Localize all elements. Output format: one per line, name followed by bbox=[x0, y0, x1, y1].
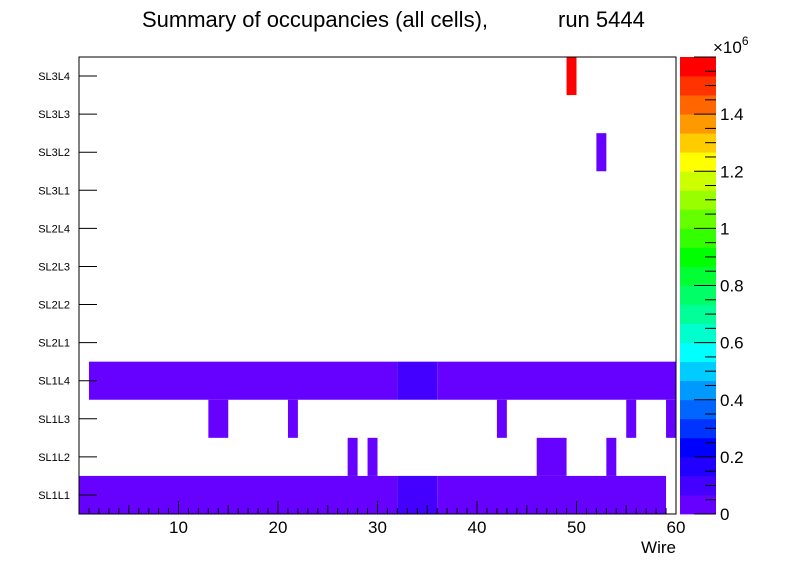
color-scale-band bbox=[680, 247, 716, 267]
z-tick-label: 1.2 bbox=[720, 162, 744, 181]
y-tick-label: SL3L3 bbox=[38, 109, 70, 121]
color-scale-multiplier-power: 6 bbox=[742, 34, 749, 48]
color-scale-band bbox=[680, 475, 716, 496]
color-scale-band bbox=[680, 171, 716, 191]
y-tick-label: SL2L2 bbox=[38, 300, 70, 312]
heatmap-cells bbox=[79, 57, 676, 514]
heatmap-cell bbox=[88, 361, 398, 400]
color-scale-band bbox=[680, 266, 716, 286]
heatmap-cell bbox=[596, 133, 607, 172]
color-scale-band bbox=[680, 304, 716, 324]
z-tick-label: 0.6 bbox=[720, 334, 744, 353]
y-tick-label: SL1L2 bbox=[38, 452, 70, 464]
y-tick-label: SL1L3 bbox=[38, 414, 70, 426]
y-tick-label: SL2L3 bbox=[38, 261, 70, 273]
color-scale-band bbox=[680, 228, 716, 248]
x-tick-label: 30 bbox=[368, 518, 387, 537]
y-tick-label: SL1L4 bbox=[38, 376, 70, 388]
color-scale-band bbox=[680, 152, 716, 172]
z-tick-label: 1 bbox=[720, 219, 729, 238]
color-scale-band bbox=[680, 418, 716, 439]
x-tick-label: 60 bbox=[667, 518, 686, 537]
x-axis-title: Wire bbox=[641, 538, 676, 557]
color-scale-band bbox=[680, 456, 716, 477]
y-tick-label: SL2L1 bbox=[38, 338, 70, 350]
x-tick-label: 20 bbox=[269, 518, 288, 537]
color-scale-multiplier: ×106 bbox=[713, 34, 749, 57]
chart-title: Summary of occupancies (all cells), bbox=[142, 7, 488, 32]
z-tick-label: 0.4 bbox=[720, 391, 744, 410]
color-scale-band bbox=[680, 190, 716, 210]
color-scale-axis: 0 0.2 0.4 0.6 0.8 1 1.2 1.4 bbox=[694, 56, 744, 524]
heatmap-cell bbox=[79, 475, 398, 514]
z-tick-label: 0.2 bbox=[720, 448, 744, 467]
chart-subtitle: run 5444 bbox=[558, 7, 645, 32]
x-axis: 10 20 30 40 50 60 bbox=[88, 501, 686, 537]
heatmap-cell bbox=[367, 437, 378, 476]
heatmap-cell bbox=[626, 399, 637, 438]
heatmap-cell bbox=[536, 437, 567, 476]
heatmap-cell bbox=[566, 57, 577, 96]
color-scale-band bbox=[680, 361, 716, 382]
color-scale-band bbox=[680, 494, 716, 515]
y-tick-label: SL3L2 bbox=[38, 147, 70, 159]
color-scale-band bbox=[680, 133, 716, 153]
color-scale-band bbox=[680, 95, 716, 115]
y-tick-label: SL1L1 bbox=[38, 490, 70, 502]
heatmap-cell bbox=[287, 399, 298, 438]
y-axis: SL1L1 SL1L2 SL1L3 SL1L4 SL2L1 SL2L2 SL2L3 SL2L4… bbox=[38, 71, 97, 502]
color-scale-band bbox=[680, 323, 716, 344]
x-tick-label: 40 bbox=[468, 518, 487, 537]
color-scale-band bbox=[680, 57, 716, 77]
color-scale-band bbox=[680, 380, 716, 401]
heatmap-cell bbox=[437, 475, 667, 514]
color-scale-band bbox=[680, 342, 716, 363]
x-tick-label: 10 bbox=[169, 518, 188, 537]
color-scale-band bbox=[680, 76, 716, 96]
color-scale-band bbox=[680, 114, 716, 134]
heatmap-cell bbox=[397, 361, 438, 400]
z-tick-label: 1.4 bbox=[720, 105, 744, 124]
color-scale-band bbox=[680, 437, 716, 458]
heatmap-cell bbox=[666, 399, 676, 438]
color-scale-band bbox=[680, 209, 716, 229]
z-tick-label: 0.8 bbox=[720, 277, 744, 296]
color-scale-multiplier-base: ×10 bbox=[713, 38, 742, 57]
heatmap-cell bbox=[347, 437, 358, 476]
heatmap-cell bbox=[208, 399, 229, 438]
heatmap-cell bbox=[496, 399, 507, 438]
color-scale-band bbox=[680, 285, 716, 305]
y-tick-label: SL2L4 bbox=[38, 223, 70, 235]
heatmap-cell bbox=[397, 475, 438, 514]
z-tick-label: 0 bbox=[720, 505, 729, 524]
heatmap-cell bbox=[437, 361, 676, 400]
y-tick-label: SL3L4 bbox=[38, 71, 70, 83]
x-tick-label: 50 bbox=[567, 518, 586, 537]
color-scale-band bbox=[680, 399, 716, 420]
heatmap-cell bbox=[606, 437, 617, 476]
y-tick-label: SL3L1 bbox=[38, 185, 70, 197]
